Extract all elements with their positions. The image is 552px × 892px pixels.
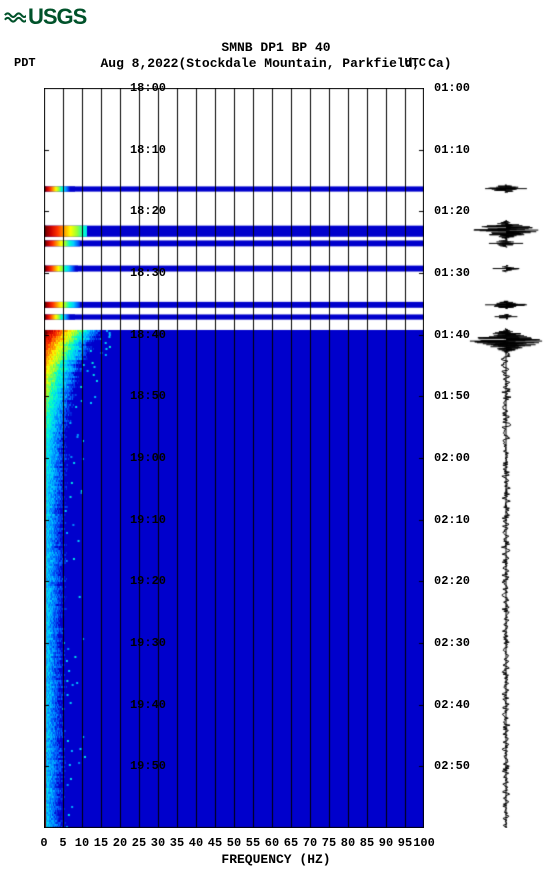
xtick: 70: [303, 836, 317, 850]
xtick: 35: [170, 836, 184, 850]
ytick-left: 18:50: [122, 389, 166, 403]
xtick: 20: [113, 836, 127, 850]
ytick-left: 18:10: [122, 143, 166, 157]
ytick-right: 02:20: [434, 574, 484, 588]
ytick-right: 02:50: [434, 759, 484, 773]
ytick-left: 18:00: [122, 81, 166, 95]
ytick-left: 18:20: [122, 204, 166, 218]
xtick: 90: [379, 836, 393, 850]
ytick-right: 01:50: [434, 389, 484, 403]
tz-right-label: UTC: [404, 56, 426, 70]
ytick-left: 19:40: [122, 698, 166, 712]
ytick-left: 18:40: [122, 328, 166, 342]
ytick-right: 02:00: [434, 451, 484, 465]
usgs-logo-text: USGS: [28, 4, 86, 30]
ytick-right: 01:30: [434, 266, 484, 280]
xtick: 85: [360, 836, 374, 850]
ytick-right: 01:40: [434, 328, 484, 342]
xtick: 95: [398, 836, 412, 850]
xtick: 75: [322, 836, 336, 850]
page-root: USGS SMNB DP1 BP 40 Aug 8,2022(Stockdale…: [0, 0, 552, 892]
title-date: Aug 8,2022: [100, 56, 178, 71]
ytick-left: 19:50: [122, 759, 166, 773]
ytick-right: 01:10: [434, 143, 484, 157]
xtick: 10: [75, 836, 89, 850]
ytick-right: 01:20: [434, 204, 484, 218]
ytick-left: 19:10: [122, 513, 166, 527]
ytick-left: 19:30: [122, 636, 166, 650]
xtick: 5: [59, 836, 66, 850]
xtick: 55: [246, 836, 260, 850]
xtick: 50: [227, 836, 241, 850]
ytick-left: 19:00: [122, 451, 166, 465]
spectrogram-plot: [44, 88, 424, 828]
xtick: 15: [94, 836, 108, 850]
xtick: 30: [151, 836, 165, 850]
ytick-right: 02:30: [434, 636, 484, 650]
ytick-right: 01:00: [434, 81, 484, 95]
xtick: 60: [265, 836, 279, 850]
xtick: 80: [341, 836, 355, 850]
xtick: 40: [189, 836, 203, 850]
xtick: 25: [132, 836, 146, 850]
tz-left-label: PDT: [14, 56, 36, 70]
chart-title-2: Aug 8,2022(Stockdale Mountain, Parkfield…: [0, 56, 552, 71]
xtick: 45: [208, 836, 222, 850]
xtick: 65: [284, 836, 298, 850]
xtick: 100: [413, 836, 435, 850]
chart-title-1: SMNB DP1 BP 40: [0, 40, 552, 55]
ytick-left: 18:30: [122, 266, 166, 280]
ytick-right: 02:10: [434, 513, 484, 527]
spectrogram-canvas: [44, 88, 424, 828]
ytick-left: 19:20: [122, 574, 166, 588]
ytick-right: 02:40: [434, 698, 484, 712]
usgs-logo: USGS: [4, 4, 86, 30]
x-axis-label: FREQUENCY (HZ): [0, 852, 552, 867]
wave-icon: [4, 6, 26, 28]
xtick: 0: [40, 836, 47, 850]
